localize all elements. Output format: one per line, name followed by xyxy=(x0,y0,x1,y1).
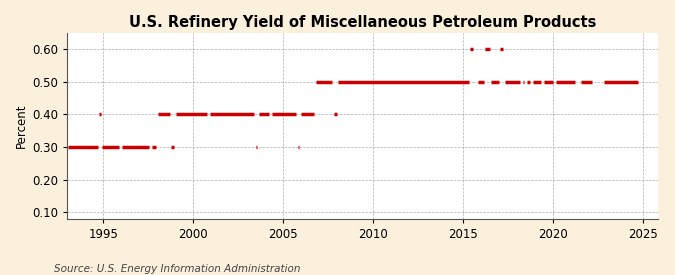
Title: U.S. Refinery Yield of Miscellaneous Petroleum Products: U.S. Refinery Yield of Miscellaneous Pet… xyxy=(129,15,597,30)
Text: Source: U.S. Energy Information Administration: Source: U.S. Energy Information Administ… xyxy=(54,264,300,274)
Y-axis label: Percent: Percent xyxy=(15,103,28,148)
